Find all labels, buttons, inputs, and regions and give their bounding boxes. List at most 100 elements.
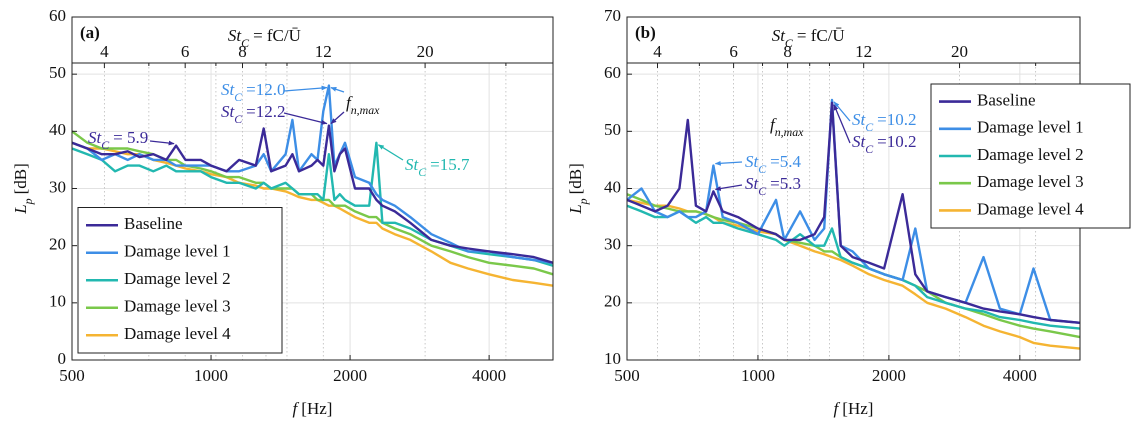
y-axis-label-part: [dB] xyxy=(11,163,30,194)
annotation-arrow xyxy=(714,184,743,191)
y-tick-label: 40 xyxy=(49,120,66,139)
annotation: StC =15.7 xyxy=(405,155,470,179)
spectrum-line xyxy=(626,193,1081,339)
annotation-part: St xyxy=(221,80,236,99)
annotation-part: =12.0 xyxy=(246,80,285,99)
annotation-part: = 5.9 xyxy=(113,128,148,147)
x-axis-label-part: [Hz] xyxy=(842,399,873,418)
legend-label: Damage level 1 xyxy=(977,118,1084,137)
y-tick-label: 70 xyxy=(604,6,621,25)
x2-axis-label-part: St xyxy=(228,26,243,45)
annotation-part: C xyxy=(758,162,767,176)
legend-label: Baseline xyxy=(977,91,1036,110)
annotation-part: St xyxy=(745,152,760,171)
y-axis-label: Lp [dB] xyxy=(11,163,35,215)
annotation-part: f xyxy=(770,115,777,134)
annotation-part: =15.7 xyxy=(430,155,470,174)
x2-tick-label: 4 xyxy=(653,42,662,61)
annotation: StC = 5.9 xyxy=(88,128,148,152)
x-tick-label: 500 xyxy=(614,366,640,385)
annotation-part: n,max xyxy=(775,125,804,139)
y-tick-label: 10 xyxy=(604,349,621,368)
x2-tick-label: 8 xyxy=(238,42,247,61)
annotation-part: St xyxy=(88,128,103,147)
x2-tick-label: 12 xyxy=(855,42,872,61)
x2-axis-label-part: = fC/Ū xyxy=(797,26,845,45)
x2-tick-label: 6 xyxy=(729,42,738,61)
x-tick-label: 4000 xyxy=(472,366,506,385)
spectrum-line xyxy=(626,101,1081,324)
panel-label: (a) xyxy=(80,23,100,42)
panel-label: (b) xyxy=(635,23,656,42)
annotation-part: C xyxy=(234,90,243,104)
x-axis-label-part: [Hz] xyxy=(301,399,332,418)
x-tick-label: 2000 xyxy=(333,366,367,385)
y-tick-label: 50 xyxy=(49,63,66,82)
y-tick-label: 60 xyxy=(604,63,621,82)
annotation-part: =5.4 xyxy=(770,152,801,171)
x2-tick-label: 6 xyxy=(181,42,190,61)
x-axis-label: f [Hz] xyxy=(834,399,874,418)
top-axis-cover xyxy=(72,17,553,63)
x-axis-label: f [Hz] xyxy=(293,399,333,418)
legend-label: Baseline xyxy=(124,214,183,233)
annotation: StC =10.2 xyxy=(852,110,917,134)
annotation-part: St xyxy=(221,102,236,121)
x-tick-label: 4000 xyxy=(1003,366,1037,385)
annotation-part: St xyxy=(745,174,760,193)
spectrum-line xyxy=(626,204,1081,330)
annotation-arrow xyxy=(833,104,851,144)
x2-tick-label: 20 xyxy=(417,42,434,61)
x-axis-label-part: f xyxy=(834,399,841,418)
annotation-arrow xyxy=(330,111,345,125)
annotation: fn,max xyxy=(346,93,380,117)
annotation-part: C xyxy=(758,184,767,198)
annotation-arrow xyxy=(283,85,328,92)
legend-label: Damage level 3 xyxy=(124,297,231,316)
spectrum-line xyxy=(71,141,554,267)
annotation-part: =10.2 xyxy=(877,132,916,151)
annotation-part: C xyxy=(234,112,243,126)
y-tick-label: 30 xyxy=(49,177,66,196)
annotation-arrow xyxy=(330,86,345,93)
y-axis-label-part: L xyxy=(566,204,585,214)
spectrum-line xyxy=(71,124,554,264)
annotation-part: C xyxy=(865,120,874,134)
x2-axis-label-part: C xyxy=(785,36,794,50)
y-tick-label: 0 xyxy=(58,349,67,368)
annotation-arrow xyxy=(283,112,328,125)
x-tick-label: 500 xyxy=(59,366,85,385)
y-tick-label: 50 xyxy=(604,120,621,139)
annotation-part: =5.3 xyxy=(770,174,801,193)
annotation-part: =10.2 xyxy=(877,110,916,129)
legend-label: Damage level 4 xyxy=(977,199,1084,218)
annotation-part: n,max xyxy=(351,103,380,117)
annotation: StC =12.2 xyxy=(221,102,286,126)
y-tick-label: 60 xyxy=(49,6,66,25)
x2-axis-label-part: = fC/Ū xyxy=(253,26,301,45)
x2-tick-label: 20 xyxy=(951,42,968,61)
annotation-part: St xyxy=(405,155,420,174)
y-tick-label: 10 xyxy=(49,292,66,311)
x2-axis-label: StC = fC/Ū xyxy=(228,26,301,50)
y-tick-label: 20 xyxy=(604,292,621,311)
legend-label: Damage level 1 xyxy=(124,242,231,261)
annotation-part: C xyxy=(418,165,427,179)
y-tick-label: 30 xyxy=(604,235,621,254)
x-tick-label: 1000 xyxy=(741,366,775,385)
x-tick-label: 2000 xyxy=(872,366,906,385)
legend-label: Damage level 4 xyxy=(124,324,231,343)
annotation-part: St xyxy=(852,132,867,151)
x2-axis-label: StC = fC/Ū xyxy=(772,26,845,50)
annotation-arrow xyxy=(714,160,743,166)
x2-tick-label: 12 xyxy=(315,42,332,61)
annotation-part: C xyxy=(865,142,874,156)
annotation-part: C xyxy=(101,138,110,152)
annotation-arrow xyxy=(377,144,404,161)
annotation: StC =5.3 xyxy=(745,174,801,198)
annotation: fn,max xyxy=(770,115,804,139)
y-axis-label: Lp [dB] xyxy=(566,163,590,215)
top-axis-cover xyxy=(627,17,1080,63)
annotation: StC =10.2 xyxy=(852,132,917,156)
